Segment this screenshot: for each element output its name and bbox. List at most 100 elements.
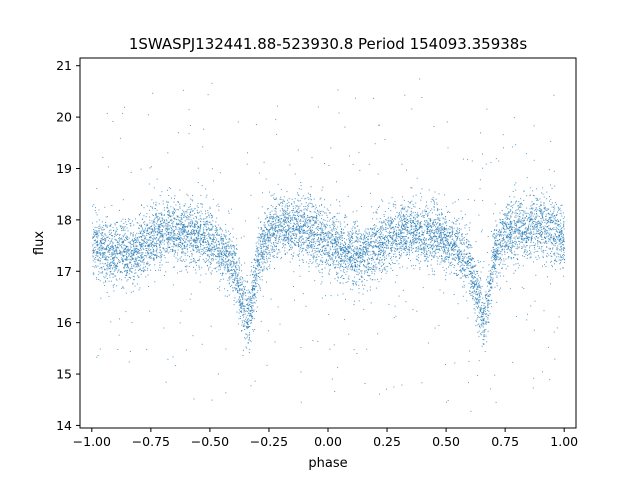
data-point <box>521 286 523 288</box>
data-point <box>186 210 188 212</box>
data-point <box>514 225 516 227</box>
data-point <box>123 267 125 269</box>
data-point <box>426 201 427 203</box>
data-point <box>451 261 453 263</box>
data-point <box>354 259 356 260</box>
data-point <box>212 253 214 255</box>
data-point <box>274 268 275 270</box>
data-point <box>249 332 250 334</box>
data-point <box>105 238 107 239</box>
data-point <box>435 214 437 216</box>
data-point <box>318 210 320 212</box>
data-point <box>219 227 221 229</box>
data-point <box>428 274 430 276</box>
data-point <box>155 212 157 214</box>
data-point <box>131 249 133 251</box>
data-point <box>104 251 106 253</box>
data-point <box>365 253 367 255</box>
data-point <box>349 258 350 260</box>
data-point <box>140 255 141 257</box>
data-point <box>253 271 254 273</box>
data-point <box>270 215 272 217</box>
data-point <box>246 303 248 305</box>
data-point <box>517 228 519 230</box>
data-point <box>540 210 542 212</box>
data-point <box>258 254 259 256</box>
data-point <box>131 271 133 273</box>
data-point <box>409 202 411 204</box>
data-point <box>256 275 258 277</box>
data-point <box>467 317 469 319</box>
data-point <box>344 126 346 128</box>
data-point <box>236 300 238 302</box>
data-point <box>392 244 394 246</box>
data-point <box>473 289 475 291</box>
data-point <box>153 259 155 261</box>
data-point <box>421 188 423 190</box>
data-point <box>99 252 101 254</box>
data-point <box>261 261 263 263</box>
data-point <box>178 219 180 221</box>
data-point <box>527 228 529 230</box>
data-point <box>479 325 481 327</box>
data-point <box>203 224 205 225</box>
data-point <box>199 236 201 238</box>
data-point <box>368 268 370 270</box>
data-point <box>160 255 162 257</box>
data-point <box>507 218 509 220</box>
data-point <box>505 223 507 225</box>
data-point <box>494 244 496 246</box>
data-point <box>260 229 262 230</box>
data-point <box>286 237 288 238</box>
data-point <box>373 225 375 226</box>
data-point <box>112 121 114 122</box>
data-point <box>276 243 278 244</box>
data-point <box>312 219 314 221</box>
data-point <box>553 205 555 207</box>
data-point <box>480 320 482 322</box>
data-point <box>451 228 453 230</box>
data-point <box>152 239 154 241</box>
data-point <box>468 293 470 295</box>
data-point <box>480 324 482 326</box>
data-point <box>311 224 313 226</box>
data-point <box>427 260 429 262</box>
data-point <box>228 234 230 236</box>
data-point <box>311 157 313 159</box>
data-point <box>199 217 201 219</box>
data-point <box>504 229 506 231</box>
data-point <box>133 249 135 251</box>
data-point <box>417 223 419 225</box>
data-point <box>468 360 470 362</box>
data-point <box>147 227 149 229</box>
data-point <box>233 262 235 264</box>
data-point <box>351 230 353 232</box>
data-point <box>309 216 311 218</box>
data-point <box>564 258 565 260</box>
data-point <box>498 160 500 162</box>
data-point <box>475 320 477 322</box>
data-point <box>175 251 177 253</box>
data-point <box>242 314 244 316</box>
data-point <box>470 271 471 273</box>
data-point <box>410 201 411 203</box>
data-point <box>315 251 317 253</box>
data-point <box>487 300 489 302</box>
data-point <box>133 248 135 250</box>
data-point <box>352 245 353 247</box>
data-point <box>389 230 391 232</box>
data-point <box>329 241 331 243</box>
data-point <box>437 208 438 210</box>
data-point <box>93 250 95 252</box>
data-point <box>514 240 516 242</box>
data-point <box>262 233 264 235</box>
data-point <box>349 244 351 246</box>
data-point <box>162 241 164 243</box>
data-point <box>153 224 155 226</box>
data-point <box>108 257 110 258</box>
data-point <box>288 228 290 230</box>
data-point <box>529 208 531 210</box>
data-point <box>471 280 473 282</box>
data-point <box>437 227 439 229</box>
data-point <box>519 241 521 243</box>
